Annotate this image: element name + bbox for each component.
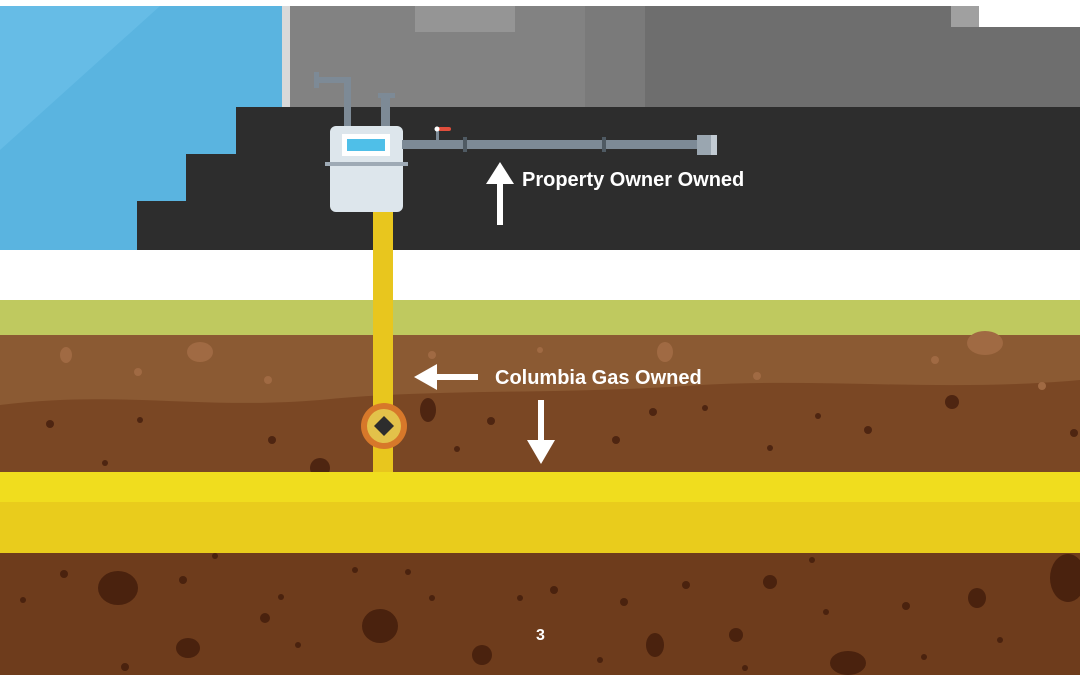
rock (46, 420, 54, 428)
ground-surface (0, 250, 1080, 300)
rock (1050, 554, 1080, 602)
grass-strip (0, 300, 1080, 335)
rock (657, 342, 673, 362)
rock (864, 426, 872, 434)
rock (134, 368, 142, 376)
rock (550, 586, 558, 594)
rock (268, 436, 276, 444)
rock (176, 638, 200, 658)
rock (405, 569, 411, 575)
rock (742, 665, 748, 671)
rock (352, 567, 358, 573)
rock (212, 553, 218, 559)
rock (260, 613, 270, 623)
arrow-up-icon (486, 162, 514, 225)
rock (763, 575, 777, 589)
rock (921, 654, 927, 660)
rock (428, 351, 436, 359)
page-number: 3 (536, 627, 545, 644)
rock (487, 417, 495, 425)
rock (278, 594, 284, 600)
rock (429, 595, 435, 601)
rock (537, 347, 543, 353)
rock (729, 628, 743, 642)
rock (60, 570, 68, 578)
rock (702, 405, 708, 411)
rock (620, 598, 628, 606)
rock (264, 376, 272, 384)
rock (823, 609, 829, 615)
rock (179, 576, 187, 584)
rock (1038, 382, 1046, 390)
rock (815, 413, 821, 419)
rock (1070, 429, 1078, 437)
gas-meter-icon (325, 126, 408, 212)
arrow-down-icon (527, 400, 555, 464)
rock (472, 645, 492, 665)
rock (362, 609, 398, 643)
rock (295, 642, 301, 648)
columbia-gas-label: Columbia Gas Owned (495, 367, 702, 389)
rock (830, 651, 866, 675)
rock (997, 637, 1003, 643)
meter-inlet-pipes (314, 72, 395, 129)
soil-lower (0, 550, 1080, 675)
rock (420, 398, 436, 422)
wall-window-edge (951, 6, 979, 27)
curb-valve-icon (361, 403, 407, 449)
rock (931, 356, 939, 364)
rock (967, 331, 1003, 355)
wall-window (979, 6, 1080, 27)
property-owner-label: Property Owner Owned (522, 169, 745, 191)
rocks-lower (20, 553, 1080, 675)
rock (767, 445, 773, 451)
rock (945, 395, 959, 409)
rock (517, 595, 523, 601)
rock (20, 597, 26, 603)
rocks-upper (60, 331, 1046, 390)
wall-vent (415, 6, 515, 32)
rock (968, 588, 986, 608)
rock (454, 446, 460, 452)
house-gas-pipe (402, 126, 717, 155)
rock (597, 657, 603, 663)
window-frame (282, 6, 290, 112)
rock (98, 571, 138, 605)
rock (649, 408, 657, 416)
rock (646, 633, 664, 657)
rock (102, 460, 108, 466)
rock (809, 557, 815, 563)
rock (187, 342, 213, 362)
rock (612, 436, 620, 444)
top-border (0, 0, 1080, 6)
rock (137, 417, 143, 423)
rock (60, 347, 72, 363)
rock (753, 372, 761, 380)
arrow-left-icon (414, 364, 478, 390)
rock (902, 602, 910, 610)
rock (682, 581, 690, 589)
gas-main-highlight (0, 472, 1080, 502)
rock (121, 663, 129, 671)
sky-highlight (0, 6, 160, 150)
